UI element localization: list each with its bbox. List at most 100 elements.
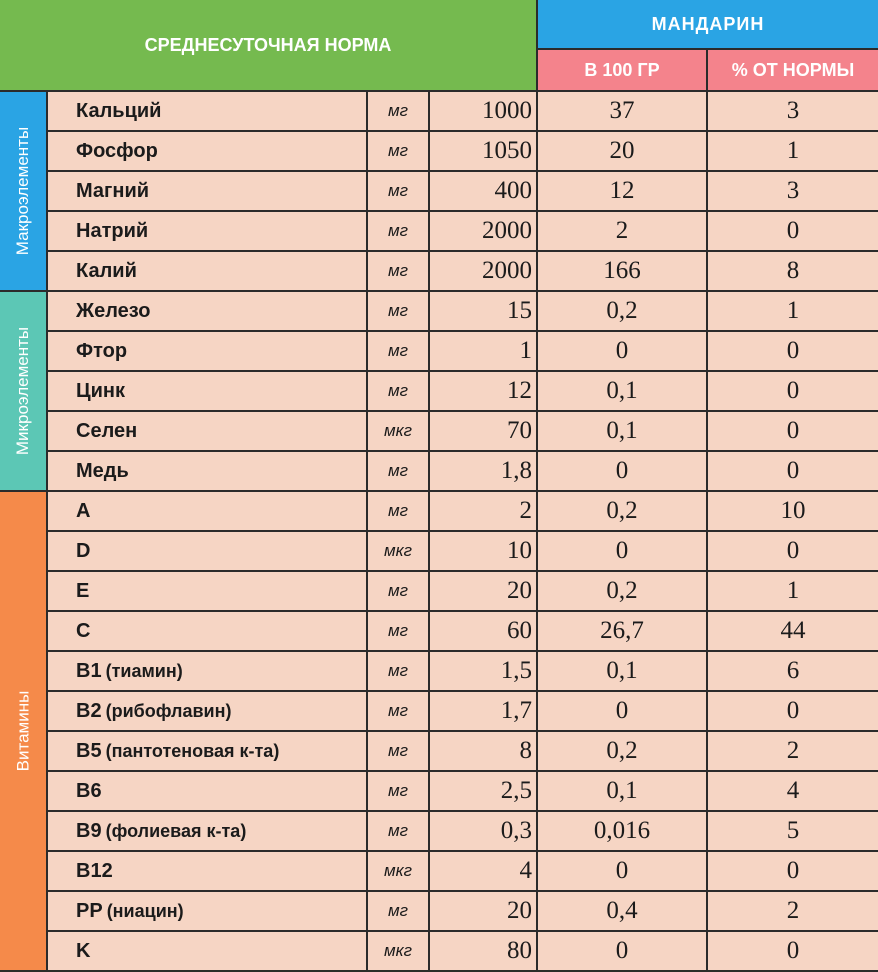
unit-cell: мг: [368, 292, 430, 330]
percent-cell: 1: [786, 137, 800, 164]
unit-cell: мкг: [368, 412, 430, 450]
nutrient-label: A: [76, 499, 91, 522]
unit-cell: мг: [368, 332, 430, 370]
norm-cell: 15: [430, 292, 538, 330]
per-100g-cell: 0: [538, 852, 708, 890]
norm-cell: 80: [430, 932, 538, 970]
nutrient-name: PP (ниацин): [48, 892, 368, 930]
percent-cell: 0: [786, 417, 800, 444]
per-100g-cell: 0,2: [538, 732, 708, 770]
table-row: Натрий мг 2000 2 0: [48, 212, 878, 252]
unit-cell: мг: [368, 172, 430, 210]
nutrient-name: Железо: [48, 292, 368, 330]
nutrient-label: Калий: [76, 259, 137, 282]
percent-cell: 2: [786, 897, 800, 924]
group-label: Витамины: [13, 690, 32, 772]
percent-cell: 6: [786, 657, 800, 684]
table-row: B2 (рибофлавин) мг 1,7 0 0: [48, 692, 878, 732]
unit-cell: мкг: [368, 932, 430, 970]
percent-cell: 0: [786, 937, 800, 964]
table-row: Фтор мг 1 0 0: [48, 332, 878, 372]
nutrient-name: Фтор: [48, 332, 368, 370]
unit-cell: мкг: [368, 852, 430, 890]
per-100g-cell: 166: [538, 252, 708, 290]
nutrient-name: Натрий: [48, 212, 368, 250]
nutrient-label: Железо: [76, 299, 151, 322]
nutrient-name: Калий: [48, 252, 368, 290]
nutrient-name: Магний: [48, 172, 368, 210]
nutrient-label: Натрий: [76, 219, 149, 242]
per-100g-cell: 0,1: [538, 372, 708, 410]
norm-cell: 10: [430, 532, 538, 570]
unit-cell: мг: [368, 892, 430, 930]
percent-cell: 4: [786, 777, 800, 804]
norm-cell: 2,5: [430, 772, 538, 810]
per-100g-cell: 37: [538, 92, 708, 130]
table-row: Медь мг 1,8 0 0: [48, 452, 878, 492]
per-100g-cell: 0: [538, 532, 708, 570]
table-row: B5 (пантотеновая к-та) мг 8 0,2 2: [48, 732, 878, 772]
nutrient-name: Фосфор: [48, 132, 368, 170]
nutrient-label: B1: [76, 659, 102, 682]
nutrient-note: (ниацин): [106, 900, 184, 921]
unit-cell: мг: [368, 132, 430, 170]
nutrient-label: Кальций: [76, 99, 162, 122]
percent-cell: 1: [786, 297, 800, 324]
percent-cell: 0: [786, 377, 800, 404]
header-per-100g: В 100 ГР: [538, 50, 708, 92]
norm-cell: 1000: [430, 92, 538, 130]
unit-cell: мг: [368, 92, 430, 130]
nutrient-label: C: [76, 619, 91, 642]
percent-cell: 3: [786, 97, 800, 124]
nutrient-note: (тиамин): [105, 660, 183, 681]
percent-cell: 0: [786, 857, 800, 884]
nutrient-label: B12: [76, 859, 113, 882]
per-100g-cell: 0: [538, 452, 708, 490]
per-100g-cell: 0,4: [538, 892, 708, 930]
percent-cell: 0: [786, 697, 800, 724]
nutrient-label: B6: [76, 779, 102, 802]
unit-cell: мг: [368, 732, 430, 770]
percent-cell: 0: [786, 337, 800, 364]
per-100g-cell: 0: [538, 932, 708, 970]
percent-cell: 44: [780, 617, 806, 644]
per-100g-cell: 0,1: [538, 412, 708, 450]
nutrient-label: D: [76, 539, 91, 562]
table-row: Железо мг 15 0,2 1: [48, 292, 878, 332]
table-row: Магний мг 400 12 3: [48, 172, 878, 212]
unit-cell: мг: [368, 812, 430, 850]
percent-cell: 0: [786, 537, 800, 564]
per-100g-cell: 0,2: [538, 292, 708, 330]
nutrient-label: K: [76, 939, 91, 962]
table-row: B6 мг 2,5 0,1 4: [48, 772, 878, 812]
percent-cell: 10: [780, 497, 806, 524]
group-vitamins: Витамины: [0, 492, 48, 972]
table-row: Кальций мг 1000 37 3: [48, 92, 878, 132]
percent-cell: 5: [786, 817, 800, 844]
norm-cell: 0,3: [430, 812, 538, 850]
nutrient-name: B1 (тиамин): [48, 652, 368, 690]
norm-cell: 1,7: [430, 692, 538, 730]
unit-cell: мкг: [368, 532, 430, 570]
unit-cell: мг: [368, 692, 430, 730]
norm-cell: 400: [430, 172, 538, 210]
norm-cell: 1,5: [430, 652, 538, 690]
nutrient-name: C: [48, 612, 368, 650]
per-100g-cell: 0: [538, 332, 708, 370]
nutrient-name: B12: [48, 852, 368, 890]
per-100g-cell: 20: [538, 132, 708, 170]
nutrient-name: B6: [48, 772, 368, 810]
table-row: B12 мкг 4 0 0: [48, 852, 878, 892]
percent-cell: 0: [786, 217, 800, 244]
table-row: B1 (тиамин) мг 1,5 0,1 6: [48, 652, 878, 692]
nutrient-label: B2: [76, 699, 102, 722]
norm-cell: 2000: [430, 212, 538, 250]
nutrient-label: Цинк: [76, 379, 125, 402]
nutrient-label: Медь: [76, 459, 129, 482]
norm-cell: 1050: [430, 132, 538, 170]
group-macroelements: Макроэлементы: [0, 92, 48, 292]
per-100g-cell: 0,1: [538, 772, 708, 810]
